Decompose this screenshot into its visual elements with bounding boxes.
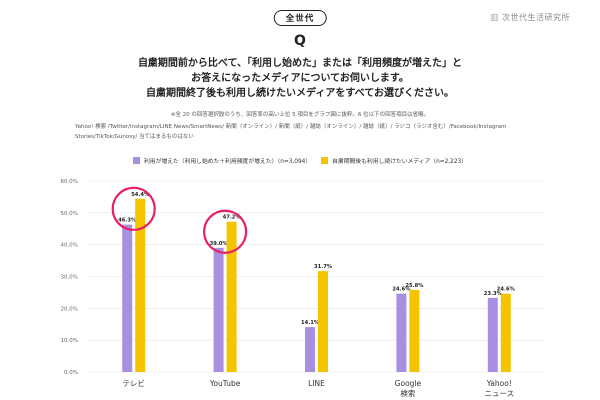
question-line: 自粛期間終了後も利用し続けたいメディアをすべてお選びください。 xyxy=(146,88,454,99)
y-tick-label: 10.0% xyxy=(61,338,78,344)
data-label: 23.3% xyxy=(484,291,503,297)
question-marker: Q xyxy=(294,33,306,49)
chart-legend: 利用が増えた（利用し始めた＋利用頻度が増えた）（n=3,094） 自粛期間後も利… xyxy=(0,156,600,165)
legend-swatch-series2 xyxy=(321,157,329,164)
y-tick-label: 60.0% xyxy=(61,179,78,185)
highlight-circle xyxy=(203,209,248,254)
media-list-line: Stories/TikTok/Gunosy/ 当てはまるものはない xyxy=(75,134,194,140)
y-tick-label: 50.0% xyxy=(61,211,78,217)
data-label: 47.2% xyxy=(223,215,242,221)
brand-name: 次世代生活研究所 xyxy=(502,13,570,22)
category-label: LINE xyxy=(308,379,325,388)
omitted-media-list: Yahoo! 検索 /Twitter/Instagram/LINE News/S… xyxy=(75,122,545,142)
data-label: 54.4% xyxy=(131,192,150,198)
data-label: 46.3% xyxy=(118,218,137,224)
data-label: 24.6% xyxy=(392,287,411,293)
bar xyxy=(135,198,146,372)
bar xyxy=(396,293,407,372)
data-label: 31.7% xyxy=(314,264,333,270)
bar xyxy=(318,271,328,372)
media-list-line: Yahoo! 検索 /Twitter/Instagram/LINE News/S… xyxy=(75,124,507,130)
brand-mark-icon: ▥ xyxy=(489,12,499,23)
bar xyxy=(500,293,511,372)
category-label: ニュース xyxy=(484,389,514,398)
bar xyxy=(213,247,224,372)
bar xyxy=(305,327,315,372)
bar xyxy=(409,289,420,372)
y-tick-label: 30.0% xyxy=(61,275,78,281)
question-text: 自粛期間前から比べて、「利用し始めた」または「利用頻度が増えた」と お答えになっ… xyxy=(0,56,600,101)
category-label: 検索 xyxy=(400,388,415,398)
category-label: YouTube xyxy=(209,379,241,388)
data-label: 24.6% xyxy=(497,287,516,293)
question-line: 自粛期間前から比べて、「利用し始めた」または「利用頻度が増えた」と xyxy=(137,58,463,69)
question-line: お答えになったメディアについてお伺いします。 xyxy=(191,73,409,84)
bar xyxy=(226,221,237,372)
category-label: テレビ xyxy=(122,379,145,388)
category-label: Google xyxy=(395,379,422,388)
legend-label-series1: 利用が増えた（利用し始めた＋利用頻度が増えた）（n=3,094） xyxy=(143,159,312,165)
footnote: ※全 20 の回答選択肢のうち、回答率の高い上位 5 項目をグラフ図に抜粋。6 … xyxy=(170,112,430,118)
data-label: 39.0% xyxy=(210,241,229,247)
y-tick-label: 0.0% xyxy=(64,370,78,376)
brand-logo: ▥ 次世代生活研究所 xyxy=(490,12,570,23)
legend-label-series2: 自粛期間後も利用し続けたいメディア（n=2,223） xyxy=(332,159,468,165)
data-label: 25.8% xyxy=(405,283,424,289)
legend-swatch-series1 xyxy=(132,157,140,164)
data-label: 14.1% xyxy=(301,320,320,326)
y-tick-label: 20.0% xyxy=(61,306,78,312)
bar xyxy=(487,297,498,372)
segment-badge: 全世代 xyxy=(273,10,327,26)
category-label: Yahoo! xyxy=(486,379,512,388)
legend-item-series1: 利用が増えた（利用し始めた＋利用頻度が増えた）（n=3,094） xyxy=(132,156,312,165)
highlight-circle xyxy=(111,186,156,231)
legend-item-series2: 自粛期間後も利用し続けたいメディア（n=2,223） xyxy=(321,156,467,165)
y-tick-label: 40.0% xyxy=(61,243,78,249)
bar xyxy=(122,224,133,372)
